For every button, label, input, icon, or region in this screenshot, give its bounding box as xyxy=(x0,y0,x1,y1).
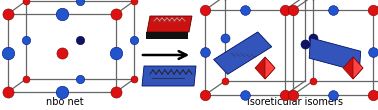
Polygon shape xyxy=(255,57,275,79)
Polygon shape xyxy=(353,57,363,79)
Polygon shape xyxy=(142,66,196,86)
Polygon shape xyxy=(265,57,275,79)
Text: isoreticular isomers: isoreticular isomers xyxy=(247,97,343,107)
Polygon shape xyxy=(146,32,188,39)
Polygon shape xyxy=(147,16,192,32)
Polygon shape xyxy=(343,57,363,79)
Text: nbo net: nbo net xyxy=(46,97,84,107)
Polygon shape xyxy=(214,32,272,74)
Polygon shape xyxy=(309,38,361,72)
